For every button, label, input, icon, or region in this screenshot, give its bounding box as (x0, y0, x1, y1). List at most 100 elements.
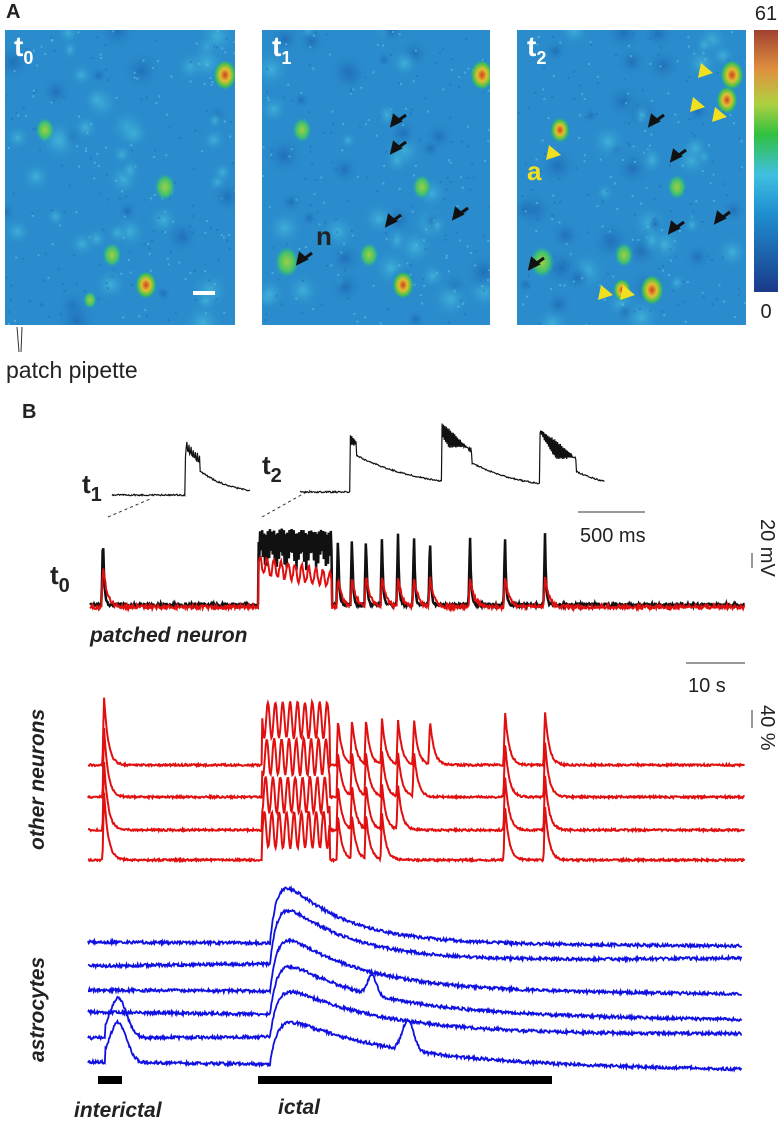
scale-label: 10 s (688, 675, 726, 697)
noise (449, 161, 452, 164)
noise (164, 210, 167, 213)
noise (285, 43, 288, 46)
cell-body (595, 183, 615, 203)
cell-body (582, 107, 599, 124)
cell-body (389, 48, 420, 79)
noise (313, 193, 316, 196)
noise (450, 68, 453, 71)
noise (527, 274, 530, 277)
noise (364, 123, 367, 126)
noise (677, 121, 680, 124)
noise (265, 313, 268, 316)
noise (701, 170, 704, 173)
noise (474, 264, 477, 267)
noise (152, 230, 155, 233)
noise (422, 239, 425, 242)
noise (268, 205, 271, 208)
scale-bar (193, 291, 215, 295)
noise (557, 177, 560, 180)
noise (729, 114, 732, 117)
noise (632, 157, 635, 160)
cell-body (263, 134, 306, 177)
noise (324, 221, 327, 224)
noise (63, 290, 66, 293)
noise (213, 283, 216, 286)
noise (343, 269, 346, 272)
noise (111, 275, 114, 278)
noise (552, 214, 555, 217)
noise (444, 234, 447, 237)
noise (553, 201, 556, 204)
noise (234, 189, 235, 192)
cell-body (268, 30, 302, 55)
noise (732, 122, 735, 125)
noise (295, 198, 298, 201)
arrow (295, 251, 313, 266)
cell (412, 174, 432, 200)
noise (211, 81, 214, 84)
noise (31, 211, 34, 214)
noise (578, 136, 581, 139)
noise (59, 313, 62, 316)
noise (182, 229, 185, 232)
noise (398, 264, 401, 267)
noise (565, 243, 568, 246)
noise (524, 210, 527, 213)
noise (589, 41, 592, 44)
noise (744, 302, 746, 305)
label-sub: 1 (281, 48, 291, 68)
noise (581, 277, 584, 280)
noise (115, 179, 118, 182)
noise (716, 72, 719, 75)
noise (552, 194, 555, 197)
noise (143, 199, 146, 202)
noise (687, 36, 690, 39)
noise (398, 187, 401, 190)
astrocyte-trace (87, 884, 743, 950)
noise (435, 272, 438, 275)
noise (13, 70, 16, 73)
noise (389, 54, 392, 57)
noise (356, 176, 359, 179)
noise (49, 36, 52, 39)
cell-body (265, 208, 305, 248)
cell-body (68, 230, 96, 258)
noise (649, 37, 652, 40)
noise (669, 248, 672, 251)
noise (136, 77, 139, 80)
noise (628, 143, 631, 146)
colorbar-max: 61 (755, 3, 777, 25)
noise (104, 43, 107, 46)
noise (340, 251, 343, 254)
noise (341, 149, 344, 152)
noise (445, 256, 448, 259)
noise (220, 198, 223, 201)
noise (41, 304, 44, 307)
noise (59, 224, 62, 227)
noise (122, 316, 125, 319)
noise (462, 302, 465, 305)
noise (309, 46, 312, 49)
noise (266, 96, 269, 99)
cell-body (300, 208, 319, 228)
noise (595, 113, 598, 116)
noise (77, 115, 80, 118)
period-bar (258, 1076, 552, 1084)
noise (536, 218, 539, 221)
arrowhead (546, 145, 561, 160)
cell-body (194, 290, 217, 312)
noise (631, 238, 634, 241)
noise (641, 89, 644, 92)
noise (364, 316, 367, 319)
noise (35, 89, 38, 92)
noise (24, 61, 27, 64)
noise (449, 180, 452, 183)
noise (522, 303, 525, 306)
noise (411, 205, 414, 208)
noise (691, 131, 694, 134)
cell-body (641, 30, 675, 51)
noise (385, 150, 388, 153)
noise (543, 67, 546, 70)
noise (231, 162, 234, 165)
